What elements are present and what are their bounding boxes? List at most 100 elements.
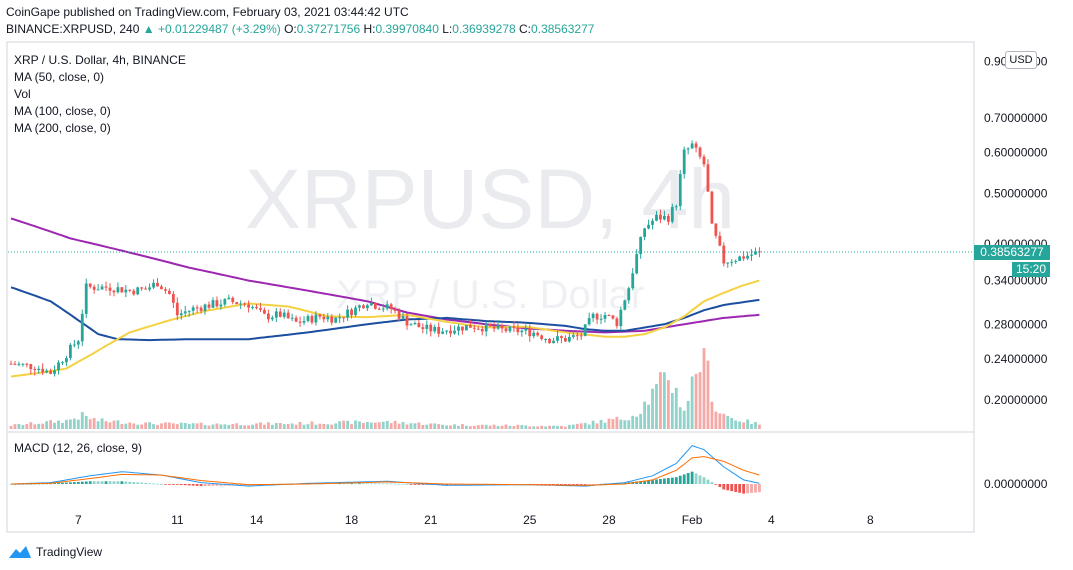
candle-body — [587, 318, 591, 325]
macd-histogram-bar — [136, 482, 140, 484]
volume-bar — [702, 348, 706, 429]
volume-bar — [310, 421, 314, 429]
macd-histogram-bar — [187, 484, 191, 486]
macd-histogram-bar — [120, 481, 124, 484]
price-tick-label: 0.50000000 — [984, 187, 1048, 201]
price-tick-label: 0.60000000 — [984, 146, 1048, 160]
volume-bar — [449, 425, 452, 429]
brand-label: TradingView — [36, 545, 103, 559]
candle-body — [750, 254, 753, 256]
macd-histogram-bar — [140, 482, 144, 484]
volume-bar — [76, 419, 80, 429]
macd-histogram-bar — [108, 481, 112, 484]
candle-body — [516, 327, 520, 333]
candle-body — [651, 220, 654, 225]
candle-body — [500, 325, 504, 329]
candle-body — [389, 304, 393, 310]
volume-bar — [183, 422, 187, 429]
macd-histogram-bar — [128, 481, 132, 484]
volume-bar — [472, 425, 476, 429]
candle-body — [239, 303, 243, 305]
legend-ma100[interactable]: MA (100, close, 0) — [14, 104, 111, 118]
candle-body — [80, 313, 84, 342]
volume-bar — [282, 424, 286, 429]
candle-body — [548, 338, 551, 344]
macd-histogram-bar — [746, 484, 749, 494]
candle-body — [195, 307, 199, 309]
candle-body — [171, 293, 175, 303]
volume-bar — [369, 422, 373, 429]
candle-body — [243, 303, 247, 305]
volume-bar — [651, 388, 654, 429]
volume-bar — [742, 422, 745, 429]
countdown-label: 15:20 — [1016, 262, 1046, 276]
candle-body — [619, 309, 623, 327]
candle-body — [492, 326, 496, 329]
candle-body — [472, 327, 476, 329]
volume-bar — [603, 422, 607, 429]
volume-bar — [322, 423, 326, 429]
macd-histogram-bar — [195, 484, 199, 486]
volume-bar — [354, 420, 357, 429]
ma100-line — [10, 286, 760, 342]
volume-bar — [520, 425, 524, 429]
macd-histogram-bar — [76, 481, 80, 484]
candle-body — [504, 328, 508, 332]
volume-bar — [298, 421, 302, 429]
macd-histogram-bar — [354, 483, 357, 485]
legend-macd[interactable]: MACD (12, 26, close, 9) — [14, 441, 143, 455]
candle-body — [203, 304, 207, 311]
macd-histogram-bar — [239, 484, 243, 486]
watermark-name: XRP / U.S. Dollar — [336, 273, 644, 317]
volume-bar — [726, 416, 730, 429]
candle-body — [17, 363, 21, 365]
volume-bar — [104, 421, 108, 429]
macd-histogram-bar — [342, 483, 346, 485]
candle-body — [556, 336, 559, 341]
candle-body — [310, 316, 314, 323]
candle-body — [560, 336, 563, 339]
macd-histogram-bar — [710, 482, 714, 484]
legend-ma50[interactable]: MA (50, close, 0) — [14, 70, 105, 84]
candle-body — [674, 206, 678, 208]
volume-bar — [270, 424, 274, 429]
candle-body — [591, 313, 595, 319]
candle-body — [457, 326, 460, 331]
candle-body — [69, 344, 72, 358]
macd-histogram-bar — [88, 481, 92, 484]
candle-body — [468, 325, 472, 328]
legend-ma200[interactable]: MA (200, close, 0) — [14, 121, 111, 135]
volume-bar — [567, 424, 571, 429]
macd-histogram-bar — [148, 483, 151, 484]
volume-bar — [556, 425, 559, 429]
volume-bar — [100, 418, 104, 429]
macd-histogram-bar — [583, 484, 587, 485]
candle-body — [227, 297, 231, 300]
candle-body — [183, 311, 187, 314]
volume-bar — [144, 422, 148, 429]
volume-bar — [666, 380, 670, 429]
volume-bar — [528, 426, 532, 429]
legend-title[interactable]: XRP / U.S. Dollar, 4h, BINANCE — [14, 53, 186, 67]
macd-histogram-bar — [453, 484, 456, 486]
macd-histogram-bar — [144, 482, 148, 484]
volume-bar — [579, 423, 583, 429]
macd-histogram-bar — [96, 481, 100, 484]
candle-body — [682, 149, 686, 174]
macd-histogram-bar — [61, 482, 64, 484]
macd-histogram-bar — [445, 484, 448, 486]
candle-body — [734, 260, 738, 262]
macd-histogram-bar — [92, 481, 96, 484]
tradingview-logo[interactable]: TradingView — [8, 543, 102, 561]
currency-badge[interactable]: USD — [1005, 51, 1037, 69]
volume-bar — [207, 425, 211, 429]
change-value: +0.01229487 (+3.29%) — [157, 22, 281, 36]
publish-line: CoinGape published on TradingView.com, F… — [6, 5, 409, 19]
legend-vol[interactable]: Vol — [14, 87, 31, 101]
volume-bar — [278, 422, 282, 429]
volume-bar — [722, 413, 726, 429]
macd-histogram-bar — [69, 482, 72, 484]
volume-bar — [698, 372, 702, 429]
volume-bar — [508, 425, 512, 429]
